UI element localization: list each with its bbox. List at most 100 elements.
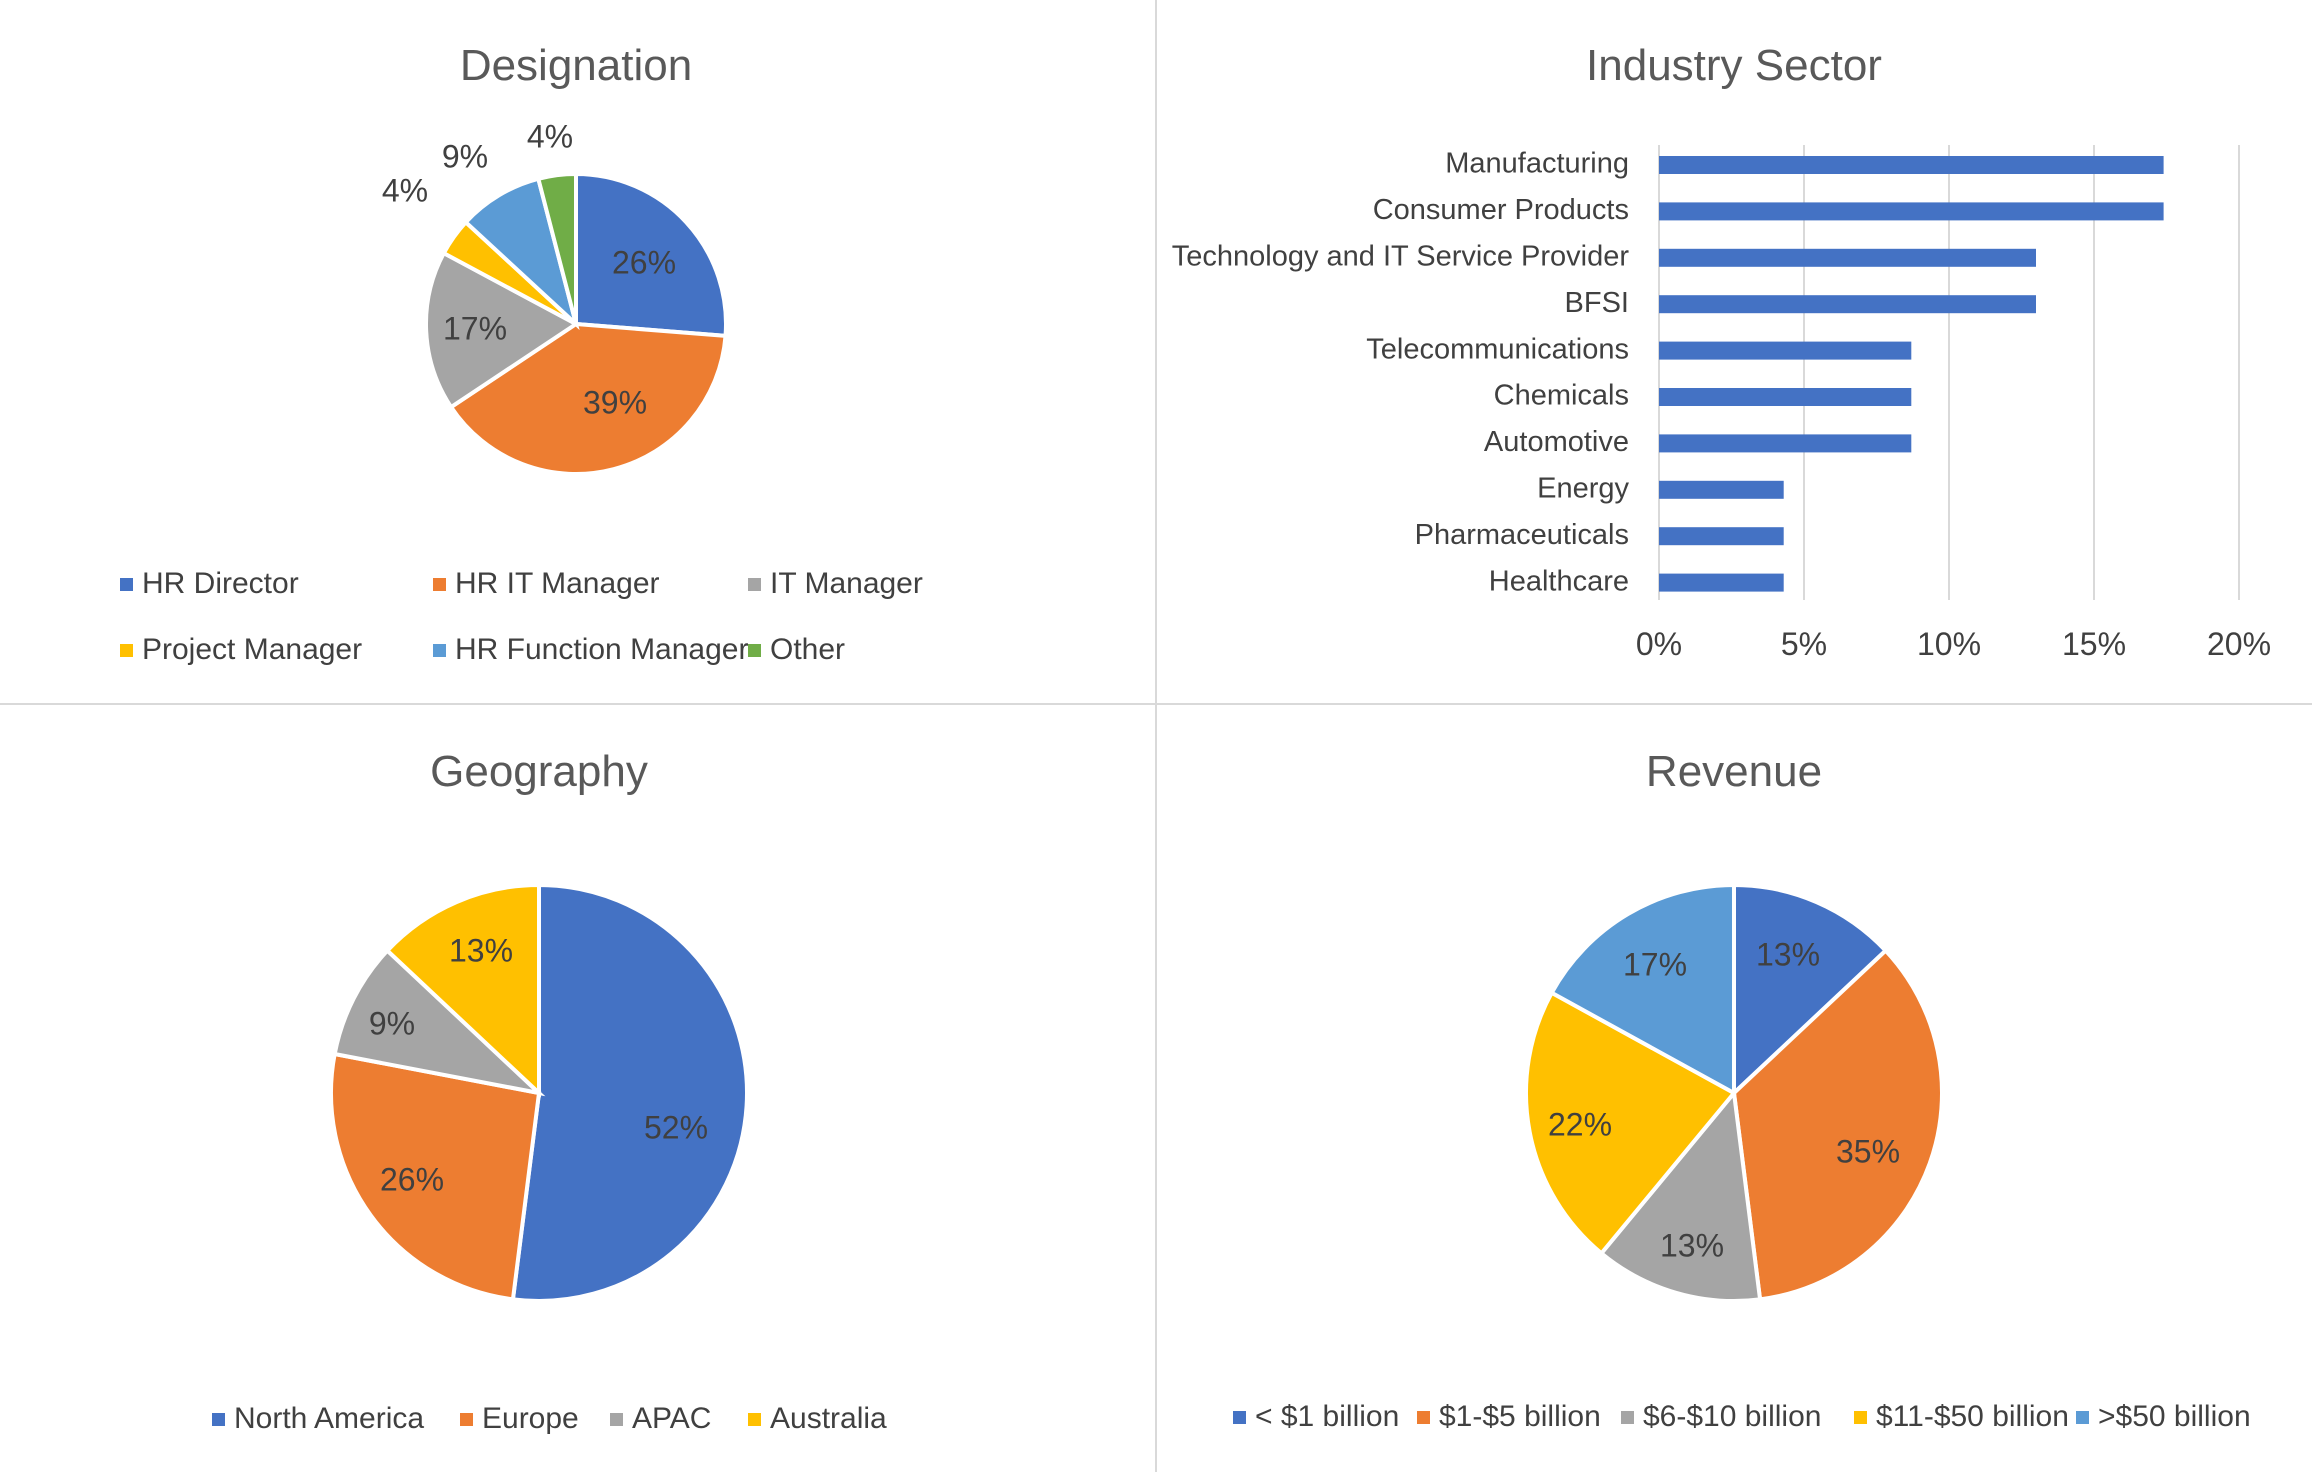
industry-category-energy: Energy (1537, 472, 1629, 504)
geography-slice-australia (384, 882, 541, 1098)
revenue-slice-11-50-billion (1524, 990, 1738, 1257)
revenue-label-11-50-billion: 22% (1548, 1106, 1612, 1142)
industry-category-consumer-products: Consumer Products (1373, 194, 1629, 226)
industry-bar-chemicals (1659, 388, 1912, 406)
designation-legend-swatch (748, 644, 761, 657)
designation-legend-item-project-manager: Project Manager (120, 633, 362, 666)
industry-tick-0: 0% (1636, 626, 1682, 662)
designation-legend-label: Other (770, 633, 845, 666)
geography-legend-item-europe: Europe (460, 1402, 579, 1435)
geography-label-apac: 9% (369, 1005, 415, 1041)
industry-gridlines (1658, 145, 2240, 600)
revenue-slice-6-10-billion (1598, 1088, 1763, 1303)
geography-legend-item-north-america: North America (212, 1402, 424, 1435)
designation-legend-label: Project Manager (142, 633, 362, 666)
revenue-legend-swatch (1233, 1411, 1246, 1424)
geography-slices (329, 882, 749, 1303)
industry-bar-telecommunications (1659, 341, 1912, 360)
designation-legend-label: HR Director (142, 567, 299, 600)
designation-legend-swatch (433, 578, 446, 591)
revenue-legend-item-11-50-billion: $11-$50 billion (1854, 1400, 2069, 1433)
geography-title: Geography (430, 747, 648, 796)
revenue-slice-50-billion (1549, 882, 1736, 1097)
designation-legend-label: IT Manager (770, 567, 923, 600)
geography-slice-europe (329, 1051, 542, 1302)
industry-category-healthcare: Healthcare (1489, 565, 1629, 597)
revenue-legend: < $1 billion $1-$5 billion $6-$10 billion $… (1233, 1400, 2251, 1433)
designation-slice-other (535, 171, 578, 325)
revenue-label-1-billion: 13% (1756, 936, 1820, 972)
revenue-legend-item-1-billion: < $1 billion (1233, 1400, 1399, 1433)
revenue-chart: Revenue 13% 35% 13% 22% 17% < $1 billion $1-$… (1233, 747, 2251, 1433)
industry-bar-energy (1659, 480, 1784, 499)
designation-legend: HR Director HR IT Manager IT Manager Projec… (120, 567, 923, 666)
revenue-legend-swatch (1417, 1411, 1430, 1424)
revenue-legend-swatch (2076, 1411, 2089, 1424)
geography-slice-north-america (510, 882, 749, 1303)
revenue-label-1-5-billion: 35% (1836, 1133, 1900, 1169)
designation-legend-item-hr-it-manager: HR IT Manager (433, 567, 660, 600)
designation-legend-swatch (748, 578, 761, 591)
designation-legend-swatch (120, 644, 133, 657)
industry-tick-5: 5% (1781, 626, 1827, 662)
industry-tick-15: 15% (2062, 626, 2126, 662)
designation-legend-label: HR Function Manager (455, 633, 748, 666)
designation-legend-swatch (433, 644, 446, 657)
geography-slice-apac (332, 947, 546, 1097)
designation-slices (424, 171, 728, 476)
industry-tick-10: 10% (1917, 626, 1981, 662)
revenue-slice-labels: 13% 35% 13% 22% 17% (1548, 936, 1900, 1263)
designation-legend-swatch (120, 578, 133, 591)
designation-slice-hr-director (574, 171, 728, 339)
industry-bar-bfsi (1659, 295, 2036, 314)
designation-title: Designation (460, 41, 692, 90)
geography-chart: Geography 52% 26% 9% 13% North America Europ… (212, 747, 887, 1435)
industry-category-telecommunications: Telecommunications (1366, 333, 1629, 365)
revenue-slice-1-5-billion (1731, 947, 1944, 1302)
revenue-legend-label: $6-$10 billion (1643, 1400, 1821, 1433)
revenue-legend-label: >$50 billion (2098, 1400, 2251, 1433)
geography-legend: North America Europe APAC Australia (212, 1402, 887, 1435)
industry-bar-consumer-products (1659, 202, 2164, 221)
geography-legend-label: Europe (482, 1402, 579, 1435)
industry-tick-20: 20% (2207, 626, 2271, 662)
revenue-legend-label: $11-$50 billion (1876, 1400, 2069, 1433)
industry-tick-labels: 0% 5% 10% 15% 20% (1636, 626, 2271, 662)
industry-bar-technology-and-it-service-provider (1659, 248, 2036, 267)
revenue-slices (1524, 882, 1944, 1303)
geography-label-europe: 26% (380, 1161, 444, 1197)
industry-category-manufacturing: Manufacturing (1445, 148, 1629, 180)
industry-bars (1659, 156, 2164, 592)
industry-bar-healthcare (1659, 573, 1784, 592)
revenue-label-50-billion: 17% (1623, 946, 1687, 982)
industry-category-technology-and-it-service-provider: Technology and IT Service Provider (1172, 240, 1630, 272)
revenue-title: Revenue (1646, 747, 1822, 796)
revenue-legend-label: < $1 billion (1255, 1400, 1399, 1433)
industry-chart: Industry Sector Manufacturing Consumer Pr… (1172, 41, 2271, 662)
geography-legend-swatch (212, 1413, 225, 1426)
designation-label-project-manager: 4% (382, 172, 428, 208)
designation-label-hr-director: 26% (612, 244, 676, 280)
revenue-label-6-10-billion: 13% (1660, 1227, 1724, 1263)
designation-slice-labels: 26% 39% 17% 4% 9% 4% (382, 118, 676, 420)
geography-legend-swatch (748, 1413, 761, 1426)
revenue-legend-swatch (1854, 1411, 1867, 1424)
revenue-slice-1-billion (1732, 882, 1889, 1098)
designation-legend-label: HR IT Manager (455, 567, 660, 600)
industry-category-automotive: Automotive (1484, 426, 1629, 458)
designation-label-it-manager: 17% (443, 310, 507, 346)
geography-legend-label: APAC (632, 1402, 711, 1435)
geography-label-north-america: 52% (644, 1109, 708, 1145)
designation-legend-item-hr-function-manager: HR Function Manager (433, 633, 748, 666)
revenue-legend-item-1-5-billion: $1-$5 billion (1417, 1400, 1601, 1433)
geography-legend-swatch (610, 1413, 623, 1426)
revenue-legend-item-50-billion: >$50 billion (2076, 1400, 2251, 1433)
designation-legend-item-hr-director: HR Director (120, 567, 299, 600)
geography-legend-swatch (460, 1413, 473, 1426)
revenue-legend-item-6-10-billion: $6-$10 billion (1621, 1400, 1821, 1433)
designation-legend-item-other: Other (748, 633, 845, 666)
industry-category-labels: Manufacturing Consumer Products Technology… (1172, 148, 1630, 598)
industry-category-bfsi: BFSI (1565, 287, 1629, 319)
industry-bar-automotive (1659, 434, 1912, 453)
